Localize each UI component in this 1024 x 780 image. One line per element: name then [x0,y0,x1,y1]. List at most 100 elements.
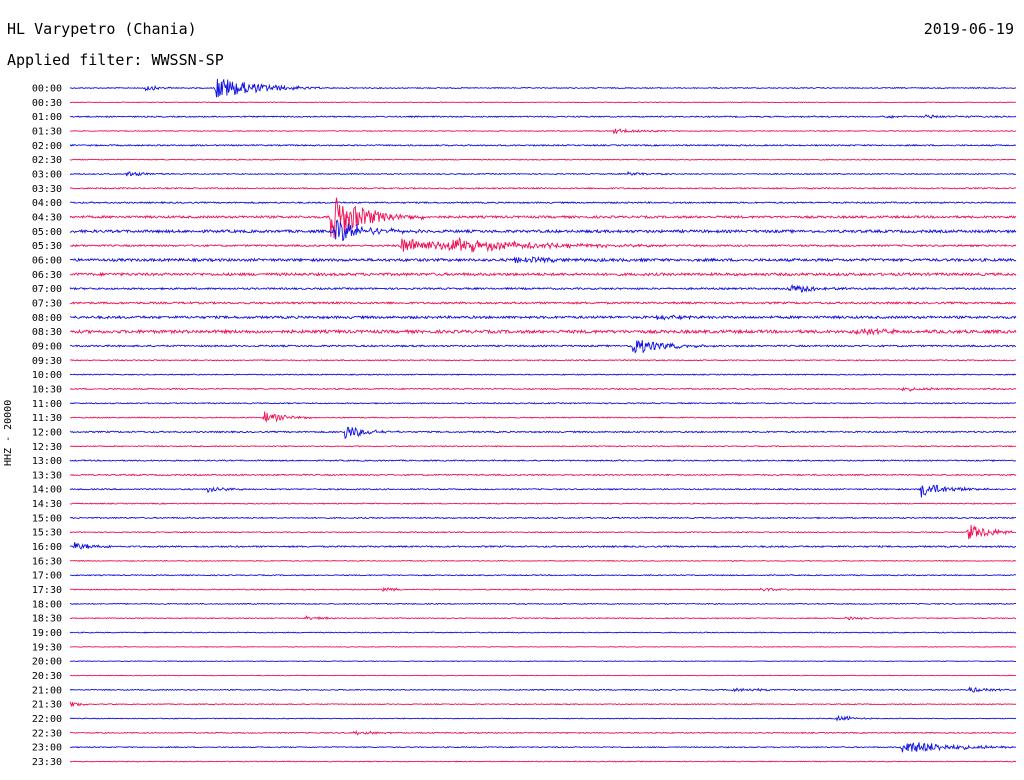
trace-line [69,186,1017,190]
trace-line [69,237,1017,253]
trace-line [69,473,1017,477]
trace-line [69,373,1017,376]
trace-line [69,78,1017,98]
trace-line [69,327,1017,336]
time-label: 15:30 [32,528,62,539]
trace-line [69,283,1017,293]
time-label: 23:30 [32,757,62,768]
time-label: 19:30 [32,642,62,653]
trace-line [69,201,1017,205]
time-label: 20:00 [32,657,62,668]
trace-line [69,615,1017,621]
trace-line [69,340,1017,354]
time-label: 01:00 [32,112,62,123]
time-label: 14:00 [32,485,62,496]
trace-line [69,602,1017,606]
trace-line [69,219,1017,242]
station-title: HL Varypetro (Chania) [7,20,197,38]
time-label: 23:00 [32,743,62,754]
time-label: 05:30 [32,241,62,252]
time-label: 09:30 [32,356,62,367]
trace-line [69,484,1017,498]
trace-line [69,586,1017,593]
trace-line [69,631,1017,634]
trace-line [69,197,1017,239]
time-label: 19:00 [32,628,62,639]
time-label: 07:00 [32,284,62,295]
time-label: 17:00 [32,571,62,582]
filter-label: Applied filter: WWSSN-SP [7,51,224,69]
time-label: 18:30 [32,614,62,625]
trace-line [69,314,1017,321]
time-label: 12:00 [32,427,62,438]
trace-line [69,542,1017,550]
time-label: 16:30 [32,556,62,567]
trace-line [69,516,1017,520]
trace-line [69,170,1017,177]
trace-line [69,674,1017,677]
time-label: 16:00 [32,542,62,553]
time-label: 02:30 [32,155,62,166]
time-label: 04:30 [32,212,62,223]
trace-line [69,114,1017,119]
time-label: 17:30 [32,585,62,596]
time-label: 08:00 [32,313,62,324]
time-label: 22:00 [32,714,62,725]
time-label: 20:30 [32,671,62,682]
trace-line [69,459,1017,462]
time-label: 04:00 [32,198,62,209]
trace-rows: 00:00 00:30 01:00 01:30 02:00 02:30 03:00 03:30… [32,78,1017,768]
time-label: 14:30 [32,499,62,510]
trace-line [69,701,1017,708]
trace-line [69,686,1017,693]
date-label: 2019-06-19 [923,20,1014,38]
trace-line [69,411,1017,423]
trace-line [69,559,1017,562]
trace-line [69,730,1017,736]
time-label: 03:00 [32,169,62,180]
trace-line [69,101,1017,104]
trace-line [69,143,1017,147]
trace-line [70,760,1017,763]
time-label: 01:30 [32,126,62,137]
trace-line [69,158,1017,161]
trace-line [69,127,1017,135]
trace-line [69,742,1017,753]
trace-line [69,714,1017,722]
trace-line [69,524,1017,540]
time-label: 21:30 [32,700,62,711]
trace-line [69,300,1017,306]
time-label: 22:30 [32,728,62,739]
time-label: 09:00 [32,341,62,352]
time-label: 02:00 [32,141,62,152]
trace-line [69,359,1017,362]
trace-line [69,646,1017,648]
time-label: 06:00 [32,255,62,266]
trace-line [69,426,1017,439]
time-label: 07:30 [32,298,62,309]
time-label: 18:00 [32,599,62,610]
trace-line [69,574,1017,577]
time-label: 00:30 [32,98,62,109]
time-label: 00:00 [32,84,62,95]
trace-line [69,502,1017,505]
time-label: 10:00 [32,370,62,381]
time-label: 10:30 [32,384,62,395]
trace-line [69,386,1017,392]
time-label: 03:30 [32,184,62,195]
trace-line [69,271,1017,277]
trace-line [69,255,1017,264]
time-label: 05:00 [32,227,62,238]
time-label: 21:00 [32,685,62,696]
time-label: 11:00 [32,399,62,410]
trace-line [69,445,1017,448]
trace-line [69,660,1017,663]
time-label: 08:30 [32,327,62,338]
time-label: 06:30 [32,270,62,281]
time-label: 13:30 [32,470,62,481]
trace-line [69,401,1017,405]
time-label: 15:00 [32,513,62,524]
time-label: 11:30 [32,413,62,424]
time-label: 13:00 [32,456,62,467]
